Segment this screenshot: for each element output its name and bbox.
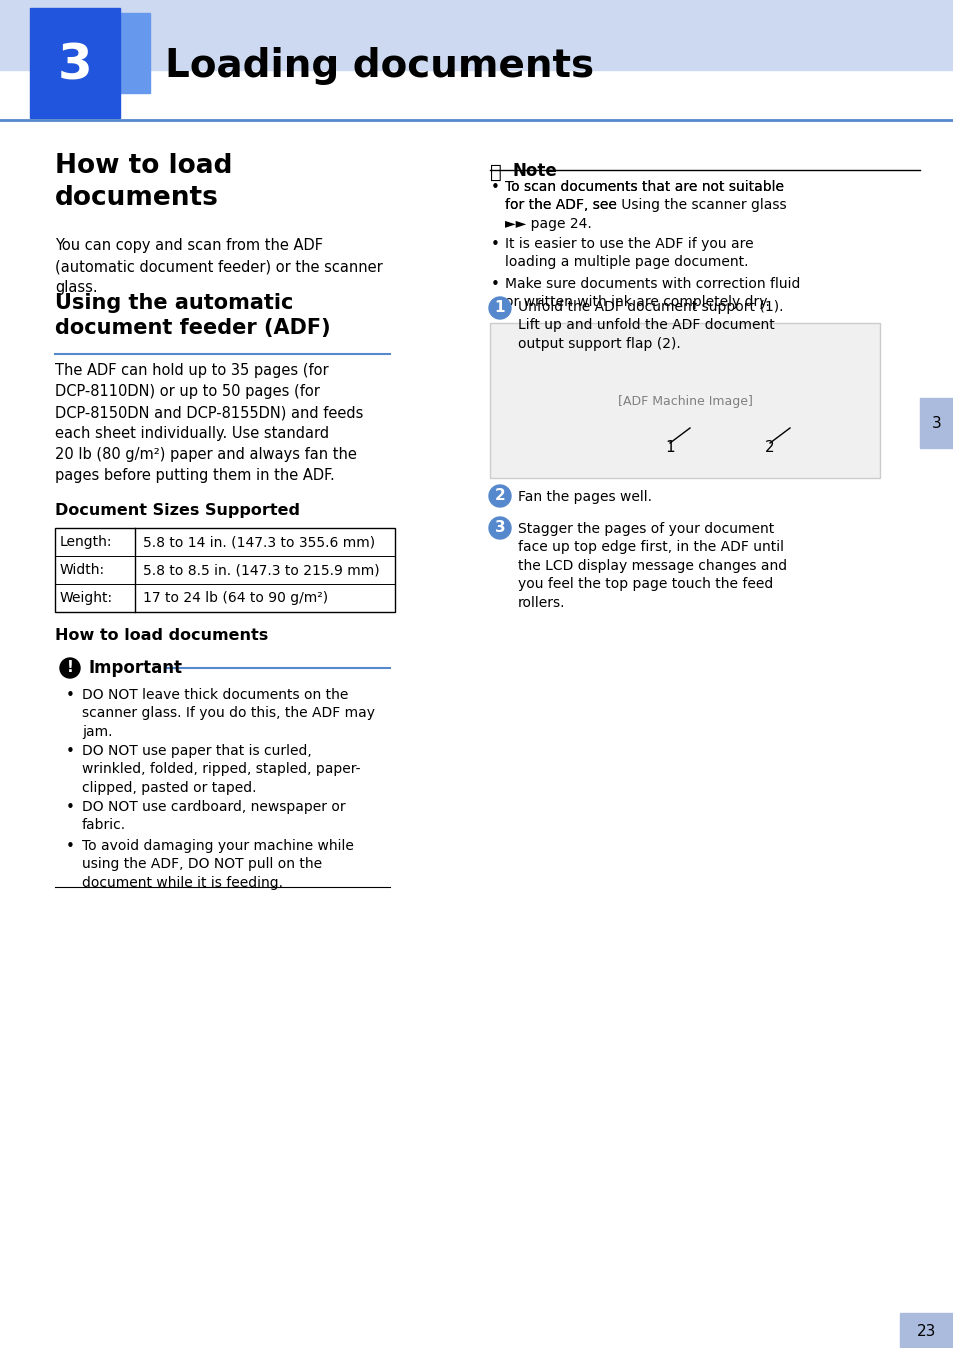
Text: •: • — [490, 276, 499, 293]
Text: Make sure documents with correction fluid
or written with ink are completely dry: Make sure documents with correction flui… — [504, 276, 800, 310]
Text: How to load documents: How to load documents — [55, 628, 268, 643]
Text: How to load
documents: How to load documents — [55, 154, 233, 212]
Text: Important: Important — [88, 659, 182, 677]
Text: !: ! — [67, 661, 73, 675]
Text: Document Sizes Supported: Document Sizes Supported — [55, 503, 299, 518]
Text: Stagger the pages of your document
face up top edge first, in the ADF until
the : Stagger the pages of your document face … — [517, 522, 786, 609]
Text: 17 to 24 lb (64 to 90 g/m²): 17 to 24 lb (64 to 90 g/m²) — [143, 590, 328, 605]
Text: The ADF can hold up to 35 pages (for
DCP-8110DN) or up to 50 pages (for
DCP-8150: The ADF can hold up to 35 pages (for DCP… — [55, 363, 363, 483]
Text: •: • — [66, 838, 74, 855]
Text: 2: 2 — [764, 441, 774, 456]
Text: Loading documents: Loading documents — [165, 47, 594, 85]
Text: Weight:: Weight: — [60, 590, 113, 605]
Text: 📝: 📝 — [490, 163, 501, 182]
Text: To scan documents that are not suitable
for the ADF, see Using the scanner glass: To scan documents that are not suitable … — [504, 181, 786, 231]
Text: Unfold the ADF document support (1).
Lift up and unfold the ADF document
output : Unfold the ADF document support (1). Lif… — [517, 301, 782, 350]
Circle shape — [489, 485, 511, 507]
Text: DO NOT use cardboard, newspaper or
fabric.: DO NOT use cardboard, newspaper or fabri… — [82, 799, 345, 833]
Text: 1: 1 — [664, 441, 674, 456]
Text: 5.8 to 14 in. (147.3 to 355.6 mm): 5.8 to 14 in. (147.3 to 355.6 mm) — [143, 535, 375, 549]
Bar — [0, 0, 953, 70]
Text: It is easier to use the ADF if you are
loading a multiple page document.: It is easier to use the ADF if you are l… — [504, 237, 753, 270]
Text: 5.8 to 8.5 in. (147.3 to 215.9 mm): 5.8 to 8.5 in. (147.3 to 215.9 mm) — [143, 563, 379, 577]
Bar — [55, 528, 395, 612]
Text: Length:: Length: — [60, 535, 112, 549]
Text: •: • — [66, 744, 74, 759]
Text: •: • — [66, 687, 74, 704]
Bar — [490, 324, 879, 479]
Text: 23: 23 — [917, 1324, 936, 1339]
Circle shape — [489, 297, 511, 319]
Text: •: • — [490, 181, 499, 195]
Bar — [30, 8, 120, 119]
Text: 3: 3 — [495, 520, 505, 535]
Text: •: • — [490, 237, 499, 252]
Text: Fan the pages well.: Fan the pages well. — [517, 491, 651, 504]
Bar — [60, 13, 150, 93]
Text: You can copy and scan from the ADF
(automatic document feeder) or the scanner
gl: You can copy and scan from the ADF (auto… — [55, 239, 382, 295]
Text: Using the automatic
document feeder (ADF): Using the automatic document feeder (ADF… — [55, 293, 331, 338]
Text: Width:: Width: — [60, 563, 105, 577]
Bar — [899, 1313, 953, 1348]
Text: Note: Note — [512, 162, 557, 181]
Text: To avoid damaging your machine while
using the ADF, DO NOT pull on the
document : To avoid damaging your machine while usi… — [82, 838, 354, 890]
Text: 3: 3 — [57, 42, 92, 90]
Circle shape — [489, 518, 511, 539]
Text: •: • — [66, 799, 74, 816]
Text: DO NOT use paper that is curled,
wrinkled, folded, ripped, stapled, paper-
clipp: DO NOT use paper that is curled, wrinkle… — [82, 744, 360, 795]
Text: DO NOT leave thick documents on the
scanner glass. If you do this, the ADF may
j: DO NOT leave thick documents on the scan… — [82, 687, 375, 739]
Text: 2: 2 — [494, 488, 505, 504]
Text: [ADF Machine Image]: [ADF Machine Image] — [617, 395, 752, 407]
Text: 1: 1 — [495, 301, 505, 315]
Bar — [919, 398, 953, 448]
Text: 3: 3 — [931, 415, 941, 430]
Circle shape — [60, 658, 80, 678]
Text: To scan documents that are not suitable
for the ADF, see: To scan documents that are not suitable … — [504, 181, 783, 213]
